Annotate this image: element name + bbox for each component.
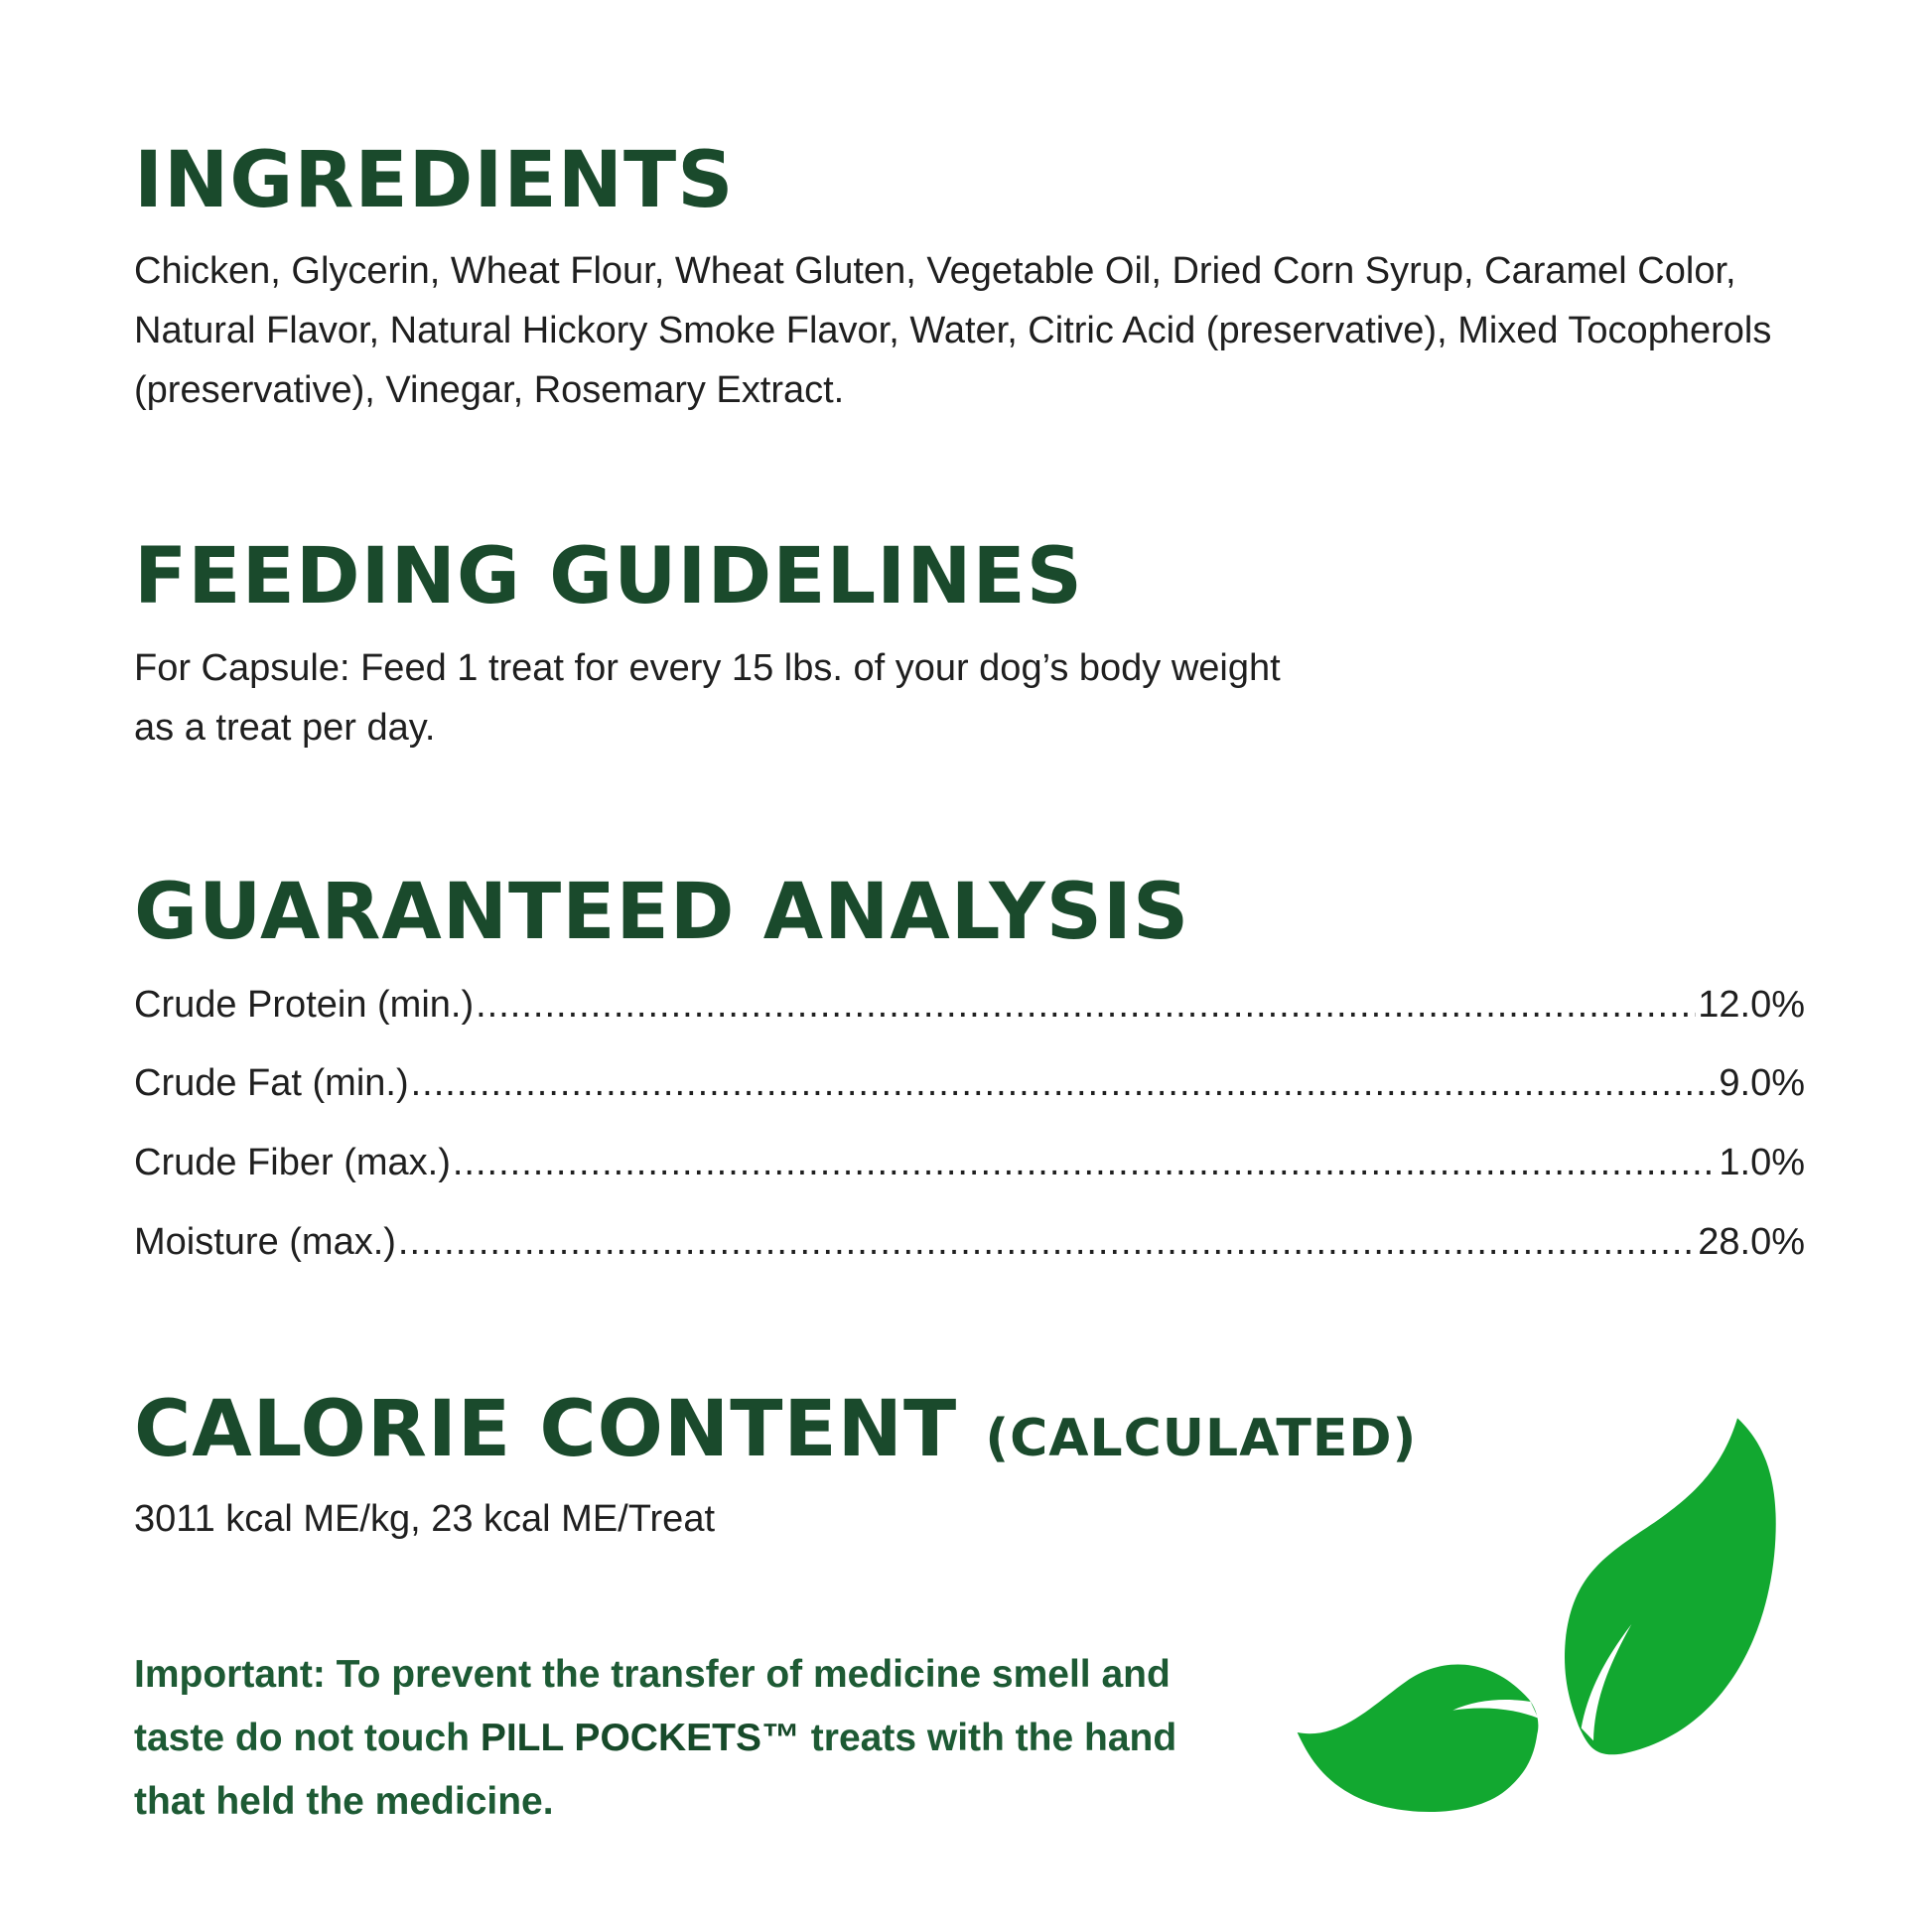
leaves-icon — [1297, 1418, 1776, 1812]
ingredients-text: Chicken, Glycerin, Wheat Flour, Wheat Gl… — [134, 250, 1772, 411]
feeding-title: FEEDING GUIDELINES — [134, 532, 1083, 621]
analysis-label: Crude Fat (min.) — [134, 1062, 409, 1104]
calorie-title-main: CALORIE CONTENT — [134, 1385, 958, 1474]
dot-leader — [411, 1053, 1718, 1113]
calorie-text: 3011 kcal ME/kg, 23 kcal ME/Treat — [134, 1498, 716, 1540]
dot-leader — [398, 1212, 1696, 1272]
feeding-text: For Capsule: Feed 1 treat for every 15 l… — [134, 638, 1822, 758]
calorie-subtitle: (CALCULATED) — [985, 1409, 1418, 1468]
dot-leader — [453, 1133, 1718, 1192]
ingredients-title: INGREDIENTS — [134, 136, 735, 225]
important-prefix: Important: To prevent the transfer of me… — [134, 1653, 1171, 1759]
calorie-title: CALORIE CONTENT (CALCULATED) — [134, 1391, 1417, 1468]
analysis-value: 1.0% — [1719, 1142, 1805, 1183]
brand-name: PILL POCKETS™ — [480, 1717, 800, 1759]
large-leaf — [1565, 1418, 1776, 1755]
analysis-label: Crude Protein (min.) — [134, 984, 475, 1026]
analysis-row-moisture: Moisture (max.) 28.0% — [134, 1212, 1805, 1272]
analysis-title: GUARANTEED ANALYSIS — [134, 868, 1190, 957]
important-suffix: treats with the hand that held the medic… — [134, 1717, 1177, 1823]
analysis-row-fiber: Crude Fiber (max.) 1.0% — [134, 1133, 1805, 1192]
dot-leader — [476, 975, 1696, 1035]
important-note: Important: To prevent the transfer of me… — [134, 1643, 1226, 1834]
analysis-row-protein: Crude Protein (min.) 12.0% — [134, 975, 1805, 1035]
analysis-label: Moisture (max.) — [134, 1221, 396, 1263]
analysis-row-fat: Crude Fat (min.) 9.0% — [134, 1053, 1805, 1113]
feeding-line-2: as a treat per day. — [134, 707, 436, 749]
analysis-value: 12.0% — [1698, 984, 1805, 1026]
small-leaf-vein — [1452, 1700, 1539, 1719]
analysis-value: 9.0% — [1719, 1062, 1805, 1104]
large-leaf-vein — [1581, 1624, 1632, 1741]
analysis-value: 28.0% — [1698, 1221, 1805, 1263]
small-leaf — [1297, 1664, 1539, 1812]
analysis-label: Crude Fiber (max.) — [134, 1142, 451, 1183]
feeding-line-1: For Capsule: Feed 1 treat for every 15 l… — [134, 647, 1281, 689]
